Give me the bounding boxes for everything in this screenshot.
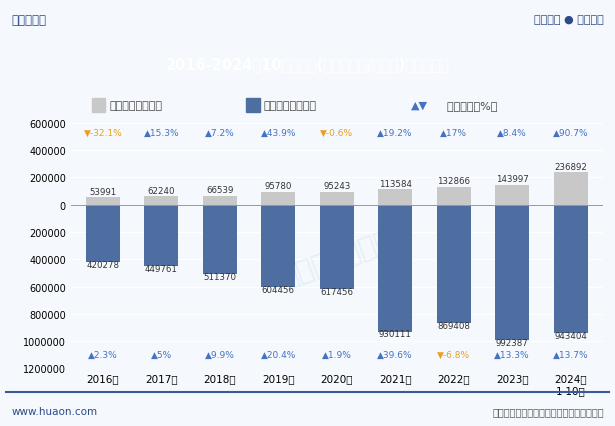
Text: 62240: 62240 [148, 186, 175, 195]
Text: ▲7.2%: ▲7.2% [205, 129, 235, 138]
Text: 进口额（万美元）: 进口额（万美元） [264, 101, 317, 110]
Bar [261, 192, 295, 205]
Bar [203, 205, 237, 275]
Text: ▲15.3%: ▲15.3% [143, 129, 179, 138]
Text: 449761: 449761 [145, 265, 178, 273]
Text: 华经产业研究院: 华经产业研究院 [277, 225, 396, 291]
Text: 数据来源：中国海关、华经产业研究院整理: 数据来源：中国海关、华经产业研究院整理 [492, 406, 604, 417]
Text: ▲8.4%: ▲8.4% [497, 129, 527, 138]
Text: 992387: 992387 [496, 338, 528, 347]
Bar [320, 205, 354, 289]
Text: 943404: 943404 [554, 331, 587, 340]
Text: 66539: 66539 [206, 186, 234, 195]
Bar [554, 173, 587, 205]
Text: 236892: 236892 [554, 162, 587, 171]
Text: 专业严谨 ● 客观科学: 专业严谨 ● 客观科学 [534, 15, 604, 25]
Bar [92, 98, 105, 112]
Bar [554, 205, 587, 334]
Text: ▲2.3%: ▲2.3% [88, 351, 117, 360]
Text: 出口额（万美元）: 出口额（万美元） [109, 101, 162, 110]
Bar [437, 205, 470, 323]
Text: 869408: 869408 [437, 322, 470, 331]
Text: 143997: 143997 [496, 175, 528, 184]
Text: 53991: 53991 [89, 187, 116, 196]
Bar [145, 205, 178, 266]
Text: ▲▼: ▲▼ [411, 101, 428, 110]
Text: 511370: 511370 [204, 273, 236, 282]
Text: 2016-2024年10月铜陵市(境内目的地/货源地)进、出口额: 2016-2024年10月铜陵市(境内目的地/货源地)进、出口额 [165, 58, 450, 72]
Text: 113584: 113584 [379, 179, 411, 188]
Text: 同比增长（%）: 同比增长（%） [440, 101, 498, 110]
Bar [203, 196, 237, 205]
Text: ▲39.6%: ▲39.6% [378, 351, 413, 360]
Text: 132866: 132866 [437, 176, 470, 185]
Text: ▼-0.6%: ▼-0.6% [320, 129, 353, 138]
Bar [320, 192, 354, 205]
Text: ▲19.2%: ▲19.2% [378, 129, 413, 138]
Text: ▲1.9%: ▲1.9% [322, 351, 352, 360]
Text: ▼-6.8%: ▼-6.8% [437, 351, 470, 360]
Text: 华经情报网: 华经情报网 [11, 14, 46, 26]
Text: ▼-32.1%: ▼-32.1% [84, 129, 122, 138]
Bar [495, 186, 529, 205]
Bar [378, 205, 412, 332]
Text: ▲9.9%: ▲9.9% [205, 351, 235, 360]
Text: ▲20.4%: ▲20.4% [261, 351, 296, 360]
Text: 95780: 95780 [264, 181, 292, 190]
Text: ▲43.9%: ▲43.9% [261, 129, 296, 138]
Text: ▲17%: ▲17% [440, 129, 467, 138]
Bar [495, 205, 529, 340]
Bar [378, 190, 412, 205]
Text: ▲5%: ▲5% [151, 351, 172, 360]
Bar [437, 187, 470, 205]
Text: ▲13.3%: ▲13.3% [494, 351, 530, 360]
Text: 95243: 95243 [323, 181, 351, 190]
Text: ▲90.7%: ▲90.7% [553, 129, 589, 138]
Bar [86, 205, 120, 262]
Bar [261, 205, 295, 288]
Text: 930111: 930111 [379, 330, 411, 339]
Text: ▲13.7%: ▲13.7% [553, 351, 589, 360]
Bar [86, 198, 120, 205]
Text: 617456: 617456 [320, 287, 353, 296]
Bar [246, 98, 260, 112]
Text: 604456: 604456 [262, 285, 295, 294]
Text: www.huaon.com: www.huaon.com [11, 406, 97, 417]
Text: 420278: 420278 [86, 260, 119, 269]
Bar [145, 197, 178, 205]
